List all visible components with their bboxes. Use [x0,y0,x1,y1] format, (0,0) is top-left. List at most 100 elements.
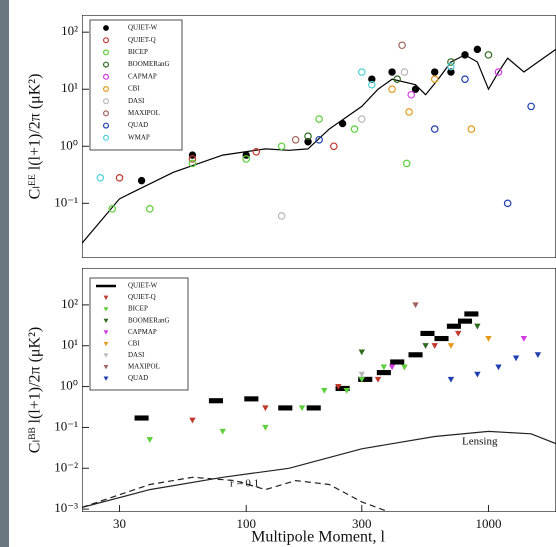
point [335,385,350,392]
point [430,75,439,83]
point [503,199,512,208]
model-curve [82,48,556,244]
point [146,437,153,443]
legend-marker [103,318,109,324]
point [380,364,388,371]
point [188,159,197,168]
legend-label: BICEP [128,48,148,56]
legend-marker [102,73,109,80]
point [315,115,323,123]
point [401,364,408,371]
point [388,85,396,94]
legend-label: CAPMAP [128,72,157,80]
x-tick-label: 30 [113,516,126,531]
point [298,405,306,412]
point [474,323,481,330]
legend-marker [103,307,109,312]
point [368,75,376,83]
legend-marker [102,85,109,92]
legend-marker [103,376,109,381]
point [306,405,321,411]
legend-label: QUIET-W [128,282,158,290]
point [350,125,359,133]
point [137,176,146,185]
point [304,132,312,141]
point [405,108,413,116]
legend-label: QUAD [128,121,148,129]
legend-label: WMAP [128,133,150,141]
point [330,142,338,151]
y-tick-label: 10¹ [61,337,78,352]
point [338,119,347,128]
point [335,384,342,390]
legend-marker [102,98,109,105]
point [358,376,373,382]
x-tick-label: 100 [236,516,256,531]
legend-marker [102,61,109,68]
point [358,376,365,383]
point [434,335,449,342]
point [485,335,492,342]
point [446,323,461,329]
point [368,80,376,89]
point [473,45,482,54]
point [400,68,409,76]
point [262,424,269,431]
legend-label: QUIET-Q [128,293,156,301]
point [242,155,251,163]
y-tick-label: 10² [61,23,78,38]
y-axis-label: Cₗᴮᴮ l(l+1)/2π (μK²) [27,327,44,453]
point [357,68,366,76]
point [291,135,300,144]
legend-marker [103,341,109,347]
point [398,41,406,50]
legend-label: CBI [128,339,140,347]
legend-label: BOOMERanG [128,60,170,68]
point [244,396,259,402]
legend-label: BICEP [128,305,148,313]
plot-area: QUIET-W QUIET-Q BICEP BOOMERanG CAPMAP CBI DAS… [82,268,556,512]
legend-label: DASI [128,97,145,105]
point [412,302,419,309]
legend-marker [102,49,109,56]
curve-label: Lensing [462,436,498,448]
point [188,151,197,159]
x-tick-label: 1000 [475,516,501,531]
point [343,387,350,394]
point [115,174,124,182]
point [484,51,493,59]
point [520,335,528,342]
point [188,155,197,163]
point [411,85,420,93]
legend-label: MAXIPOL [128,109,160,117]
point [534,352,542,358]
point [461,51,469,59]
point [467,125,476,133]
legend-label: QUAD [128,374,148,382]
point [464,311,479,317]
legend-label: BOOMERanG [128,316,170,324]
background-strip [0,0,9,547]
point [189,417,196,424]
point [474,371,481,378]
legend-marker [102,122,109,129]
legend-label: QUIET-Q [128,36,156,44]
point [447,62,455,71]
point [262,405,269,412]
point [494,68,503,76]
y-tick-label: 10¹ [61,80,78,95]
point [420,330,435,336]
point [407,90,416,99]
point [134,415,149,421]
model-curve [82,430,556,508]
point [315,135,323,144]
y-tick-label: 10⁰ [60,137,78,152]
point [447,58,455,66]
point [454,330,462,337]
point [96,174,105,182]
point [321,387,328,394]
point [447,343,455,349]
point [431,343,438,349]
y-tick-label: 10⁻¹ [54,418,78,433]
